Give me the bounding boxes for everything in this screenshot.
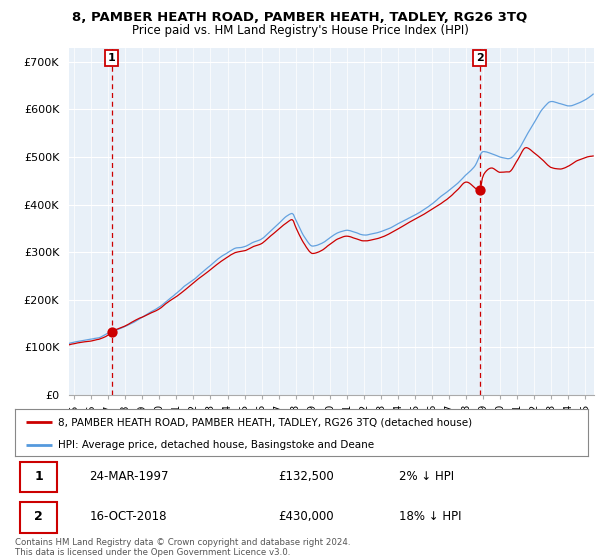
Text: 2: 2	[34, 510, 43, 523]
Text: £132,500: £132,500	[278, 470, 334, 483]
Text: Price paid vs. HM Land Registry's House Price Index (HPI): Price paid vs. HM Land Registry's House …	[131, 24, 469, 36]
Text: 1: 1	[34, 470, 43, 483]
Point	[107, 327, 116, 336]
Text: 16-OCT-2018: 16-OCT-2018	[89, 510, 167, 523]
Text: 2% ↓ HPI: 2% ↓ HPI	[399, 470, 454, 483]
Text: HPI: Average price, detached house, Basingstoke and Deane: HPI: Average price, detached house, Basi…	[58, 440, 374, 450]
Text: 8, PAMBER HEATH ROAD, PAMBER HEATH, TADLEY, RG26 3TQ (detached house): 8, PAMBER HEATH ROAD, PAMBER HEATH, TADL…	[58, 417, 472, 427]
Text: 24-MAR-1997: 24-MAR-1997	[89, 470, 169, 483]
FancyBboxPatch shape	[20, 502, 57, 533]
Text: Contains HM Land Registry data © Crown copyright and database right 2024.
This d: Contains HM Land Registry data © Crown c…	[15, 538, 350, 557]
FancyBboxPatch shape	[20, 462, 57, 492]
Text: 1: 1	[108, 53, 116, 63]
Text: 2: 2	[476, 53, 484, 63]
Text: 18% ↓ HPI: 18% ↓ HPI	[399, 510, 461, 523]
Text: 8, PAMBER HEATH ROAD, PAMBER HEATH, TADLEY, RG26 3TQ: 8, PAMBER HEATH ROAD, PAMBER HEATH, TADL…	[73, 11, 527, 24]
Text: £430,000: £430,000	[278, 510, 334, 523]
Point	[475, 186, 484, 195]
